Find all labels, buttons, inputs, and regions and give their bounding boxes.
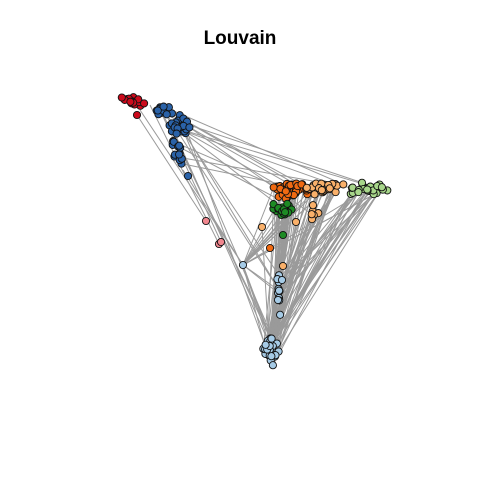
edge xyxy=(242,189,368,266)
nodes-layer xyxy=(117,93,392,370)
node-light-orange xyxy=(317,186,326,195)
edge xyxy=(182,129,280,352)
node-light-orange xyxy=(310,190,319,199)
node-dark-blue xyxy=(159,102,168,111)
edge xyxy=(269,187,369,351)
edge xyxy=(271,190,370,339)
edge xyxy=(266,191,359,354)
node-light-blue xyxy=(277,275,287,285)
edge xyxy=(166,114,280,292)
node-light-green xyxy=(354,188,363,197)
edge xyxy=(184,130,338,187)
edge xyxy=(242,185,331,266)
edge xyxy=(242,264,271,339)
edge xyxy=(163,106,344,185)
node-dark-green xyxy=(281,208,290,217)
node-dark-blue xyxy=(185,123,194,132)
node-light-blue xyxy=(273,295,283,305)
node-dark-blue xyxy=(162,110,171,119)
edge xyxy=(182,129,279,290)
node-light-orange xyxy=(339,180,348,189)
edge xyxy=(139,109,244,266)
node-dark-blue xyxy=(153,106,162,115)
node-dark-blue xyxy=(183,171,193,181)
node-dark-green xyxy=(278,230,288,240)
node-light-orange xyxy=(257,222,267,232)
edge xyxy=(276,184,380,344)
node-light-blue xyxy=(268,361,277,370)
edge xyxy=(186,121,310,190)
node-light-blue xyxy=(267,334,276,343)
edge xyxy=(242,189,384,266)
edge xyxy=(242,264,280,292)
edge xyxy=(177,128,376,189)
node-dark-blue xyxy=(175,141,184,150)
node-dark-green xyxy=(283,199,292,208)
node-orange xyxy=(281,187,290,196)
edge xyxy=(242,214,282,266)
edge xyxy=(278,185,335,290)
edge xyxy=(242,187,313,266)
edge xyxy=(278,187,372,283)
node-pink xyxy=(201,216,211,226)
node-light-green xyxy=(363,185,372,194)
edge xyxy=(184,130,292,194)
edge xyxy=(242,264,268,354)
node-light-orange xyxy=(278,261,288,271)
node-red xyxy=(117,93,126,102)
node-light-blue xyxy=(238,260,248,270)
edge xyxy=(276,188,334,344)
node-dark-blue xyxy=(172,129,181,138)
node-red xyxy=(132,110,142,120)
node-light-blue xyxy=(267,352,276,361)
node-orange xyxy=(269,183,278,192)
node-light-orange xyxy=(308,201,318,210)
node-red xyxy=(126,97,135,106)
node-light-orange xyxy=(307,210,316,219)
node-light-blue xyxy=(261,340,270,349)
edge xyxy=(271,188,305,349)
node-light-orange xyxy=(291,217,301,227)
edges-layer xyxy=(136,104,384,366)
node-orange xyxy=(265,243,275,253)
node-light-orange xyxy=(325,184,334,193)
node-pink xyxy=(216,237,226,247)
node-light-blue xyxy=(275,286,284,295)
edge xyxy=(242,188,317,266)
edge xyxy=(136,114,207,222)
edge xyxy=(278,192,354,283)
plot-title: Louvain xyxy=(203,28,277,49)
edge xyxy=(171,123,289,214)
edge xyxy=(183,122,384,191)
node-dark-blue xyxy=(175,150,184,159)
node-light-orange xyxy=(302,183,311,192)
node-light-green xyxy=(377,183,386,192)
edge xyxy=(275,183,336,356)
edge xyxy=(278,183,317,291)
node-red xyxy=(140,99,149,108)
node-light-blue xyxy=(276,310,285,319)
edge xyxy=(264,193,352,355)
